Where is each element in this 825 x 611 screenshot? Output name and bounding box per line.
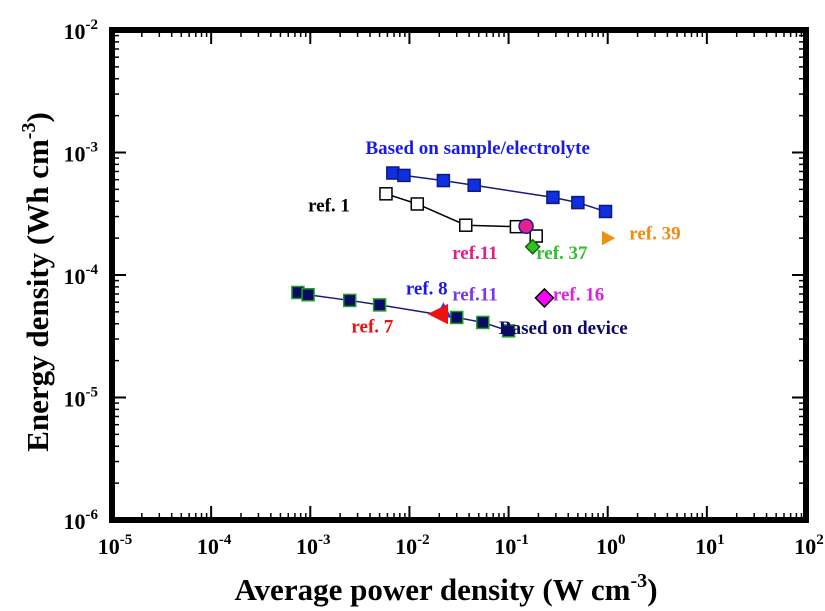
x-tick-label: 101 <box>695 532 725 559</box>
x-tick-label: 10-2 <box>395 532 430 559</box>
square-marker <box>372 298 387 312</box>
annotation-label: ref.11 <box>452 243 498 264</box>
x-tick-label: 102 <box>794 532 824 559</box>
square-marker <box>379 187 393 201</box>
y-tick-labels: 10-6 10-5 10-4 10-3 10-2 <box>64 17 99 534</box>
square-marker <box>449 310 464 325</box>
square-marker <box>501 324 516 338</box>
data-markers <box>291 166 616 338</box>
y-tick-label: 10-2 <box>64 17 99 44</box>
x-tick-label: 10-1 <box>494 532 528 559</box>
y-axis-label: Energy density (Wh cm-3) <box>18 112 55 452</box>
square-marker <box>386 166 400 180</box>
square-marker <box>571 195 585 210</box>
y-tick-label: 10-6 <box>64 507 99 534</box>
square-marker <box>301 287 315 302</box>
y-tick-label: 10-5 <box>64 385 99 412</box>
square-marker <box>436 173 451 188</box>
annotation-label: ref. 1 <box>308 195 350 216</box>
square-marker <box>459 218 473 232</box>
annotation-label: ref. 39 <box>629 223 680 244</box>
x-tick-label: 10-3 <box>296 532 331 559</box>
annotation-label: Based on sample/electrolyte <box>365 138 589 159</box>
square-marker <box>529 229 543 243</box>
square-marker <box>598 204 613 219</box>
square-marker <box>467 178 481 193</box>
annotation-label: ref. 37 <box>536 243 588 264</box>
tick-marks <box>111 29 807 521</box>
annotation-label: Based on device <box>499 318 628 339</box>
square-marker <box>342 293 357 308</box>
square-marker <box>397 168 411 183</box>
square-marker <box>410 197 425 211</box>
y-tick-label: 10-4 <box>64 262 99 289</box>
x-tick-label: 10-4 <box>197 532 232 559</box>
y-tick-label: 10-3 <box>64 140 99 167</box>
x-tick-labels: 10-5 10-4 10-3 10-2 10-1 100 101 102 <box>98 532 824 559</box>
diamond-marker <box>524 238 541 255</box>
square-marker <box>546 190 560 205</box>
diamond-marker <box>534 287 555 308</box>
chart-frame <box>109 27 809 523</box>
annotation-label: ref.11 <box>452 284 498 305</box>
square-marker <box>476 315 490 330</box>
x-tick-label: 10-5 <box>98 532 133 559</box>
annotation-label: ref. 7 <box>351 316 393 337</box>
annotation-label: ref. 8 <box>406 279 448 300</box>
x-tick-label: 100 <box>596 532 626 559</box>
triangle-left-marker <box>427 303 449 325</box>
circle-marker <box>518 218 534 235</box>
x-axis-label: Average power density (W cm-3) <box>234 570 657 607</box>
annotation-label: ref. 16 <box>553 284 604 305</box>
triangle-right-marker <box>601 230 616 246</box>
